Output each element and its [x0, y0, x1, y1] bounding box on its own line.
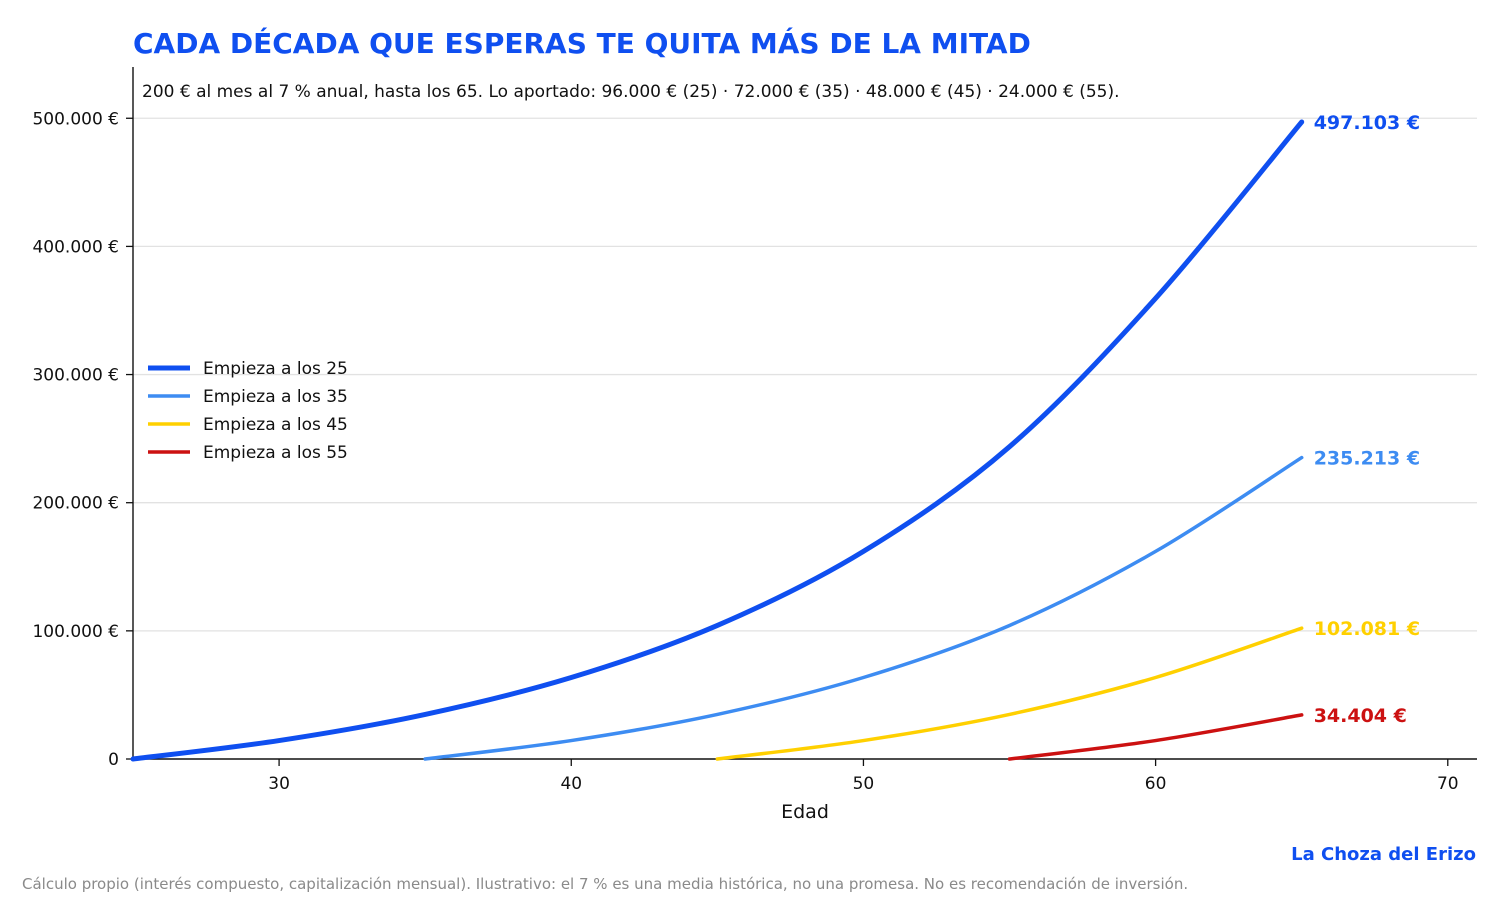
x-tick-label: 70 [1437, 774, 1459, 794]
legend-label-1: Empieza a los 25 [203, 359, 348, 379]
x-axis-ticks: 30 40 50 60 70 [268, 759, 1459, 794]
end-value-label-2: 235.213 € [1314, 448, 1420, 470]
x-tick-label: 40 [560, 774, 582, 794]
x-tick-label: 30 [268, 774, 290, 794]
y-tick-label: 200.000 € [32, 494, 119, 514]
gridlines [133, 117, 1477, 632]
legend: Empieza a los 25 Empieza a los 35 Empieza … [148, 359, 348, 463]
end-value-label-3: 102.081 € [1314, 618, 1420, 640]
footnote: Cálculo propio (interés compuesto, capit… [22, 875, 1188, 893]
y-tick-label: 300.000 € [32, 366, 119, 386]
chart-title: CADA DÉCADA QUE ESPERAS TE QUITA MÁS DE … [133, 26, 1031, 60]
legend-label-2: Empieza a los 35 [203, 387, 348, 407]
legend-label-4: Empieza a los 55 [203, 443, 348, 463]
x-tick-label: 60 [1145, 774, 1167, 794]
x-tick-label: 50 [853, 774, 875, 794]
end-value-label-4: 34.404 € [1314, 705, 1407, 727]
end-value-label-1: 497.103 € [1314, 112, 1420, 134]
chart-subtitle: 200 € al mes al 7 % anual, hasta los 65.… [142, 82, 1120, 102]
series-line-4 [1007, 713, 1304, 761]
y-tick-label: 0 [108, 750, 119, 770]
series-line-2 [423, 455, 1304, 761]
y-tick-label: 500.000 € [32, 109, 119, 129]
brand-logo-text: La Choza del Erizo [1291, 844, 1476, 865]
legend-label-3: Empieza a los 45 [203, 415, 348, 435]
y-axis-ticks: 0 100.000 € 200.000 € 300.000 € 400.000 € 500… [32, 109, 133, 770]
end-labels: 497.103 € 235.213 € 102.081 € 34.404 € [1314, 112, 1420, 727]
y-tick-label: 100.000 € [32, 622, 119, 642]
y-tick-label: 400.000 € [32, 237, 119, 257]
series-line-3 [715, 626, 1304, 761]
x-axis-label: Edad [781, 801, 829, 823]
series-lines [130, 119, 1305, 762]
series-line-1 [130, 119, 1305, 762]
